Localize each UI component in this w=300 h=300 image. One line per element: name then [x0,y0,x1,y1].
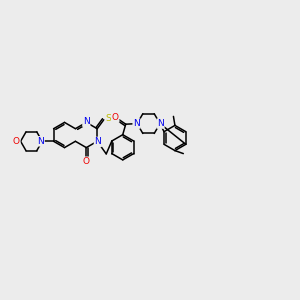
Text: N: N [133,119,140,128]
Text: O: O [112,113,119,122]
Text: S: S [106,114,111,123]
Text: N: N [157,119,164,128]
Text: N: N [37,137,44,146]
Text: N: N [94,137,101,146]
Text: O: O [83,157,90,166]
Text: N: N [83,117,90,126]
Text: O: O [13,137,20,146]
